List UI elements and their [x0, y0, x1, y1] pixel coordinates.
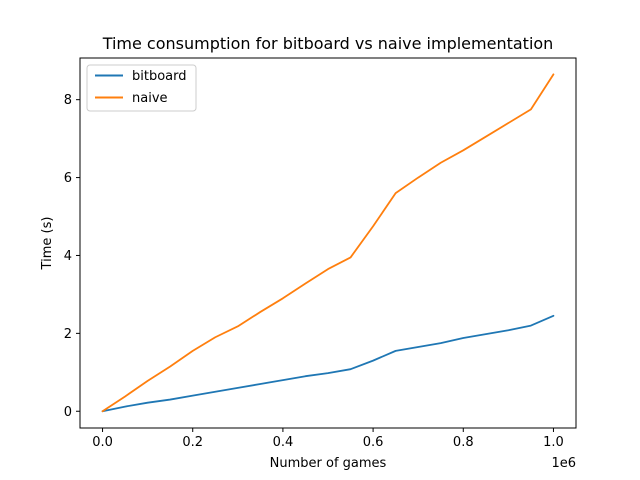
y-axis-ticks: 0 2 4 6 8 [64, 93, 80, 420]
x-axis-offset-label: 1e6 [551, 456, 576, 471]
plot-area [80, 58, 576, 428]
y-tick-label: 8 [64, 93, 72, 108]
series-line-bitboard [101, 314, 555, 413]
series-line-naive [101, 73, 555, 413]
x-tick-label: 0.6 [363, 435, 384, 450]
x-axis-ticks: 0.0 0.2 0.4 0.6 0.8 1.0 [92, 428, 564, 450]
x-tick-label: 0.8 [453, 435, 474, 450]
x-tick-label: 0.4 [273, 435, 294, 450]
legend: bitboard naive [86, 64, 197, 112]
chart-title: Time consumption for bitboard vs naive i… [102, 34, 554, 53]
y-tick-label: 2 [64, 327, 72, 342]
x-tick-label: 1.0 [543, 435, 564, 450]
legend-label-naive: naive [132, 91, 168, 106]
x-tick-label: 0.2 [182, 435, 203, 450]
legend-label-bitboard: bitboard [132, 69, 187, 84]
series-layer [101, 73, 555, 413]
y-tick-label: 0 [64, 405, 72, 420]
plot-frame [79, 57, 577, 429]
x-axis-label: Number of games [270, 456, 387, 471]
y-tick-label: 6 [64, 171, 72, 186]
y-tick-label: 4 [64, 249, 72, 264]
x-tick-label: 0.0 [92, 435, 113, 450]
y-axis-label: Time (s) [40, 217, 55, 271]
